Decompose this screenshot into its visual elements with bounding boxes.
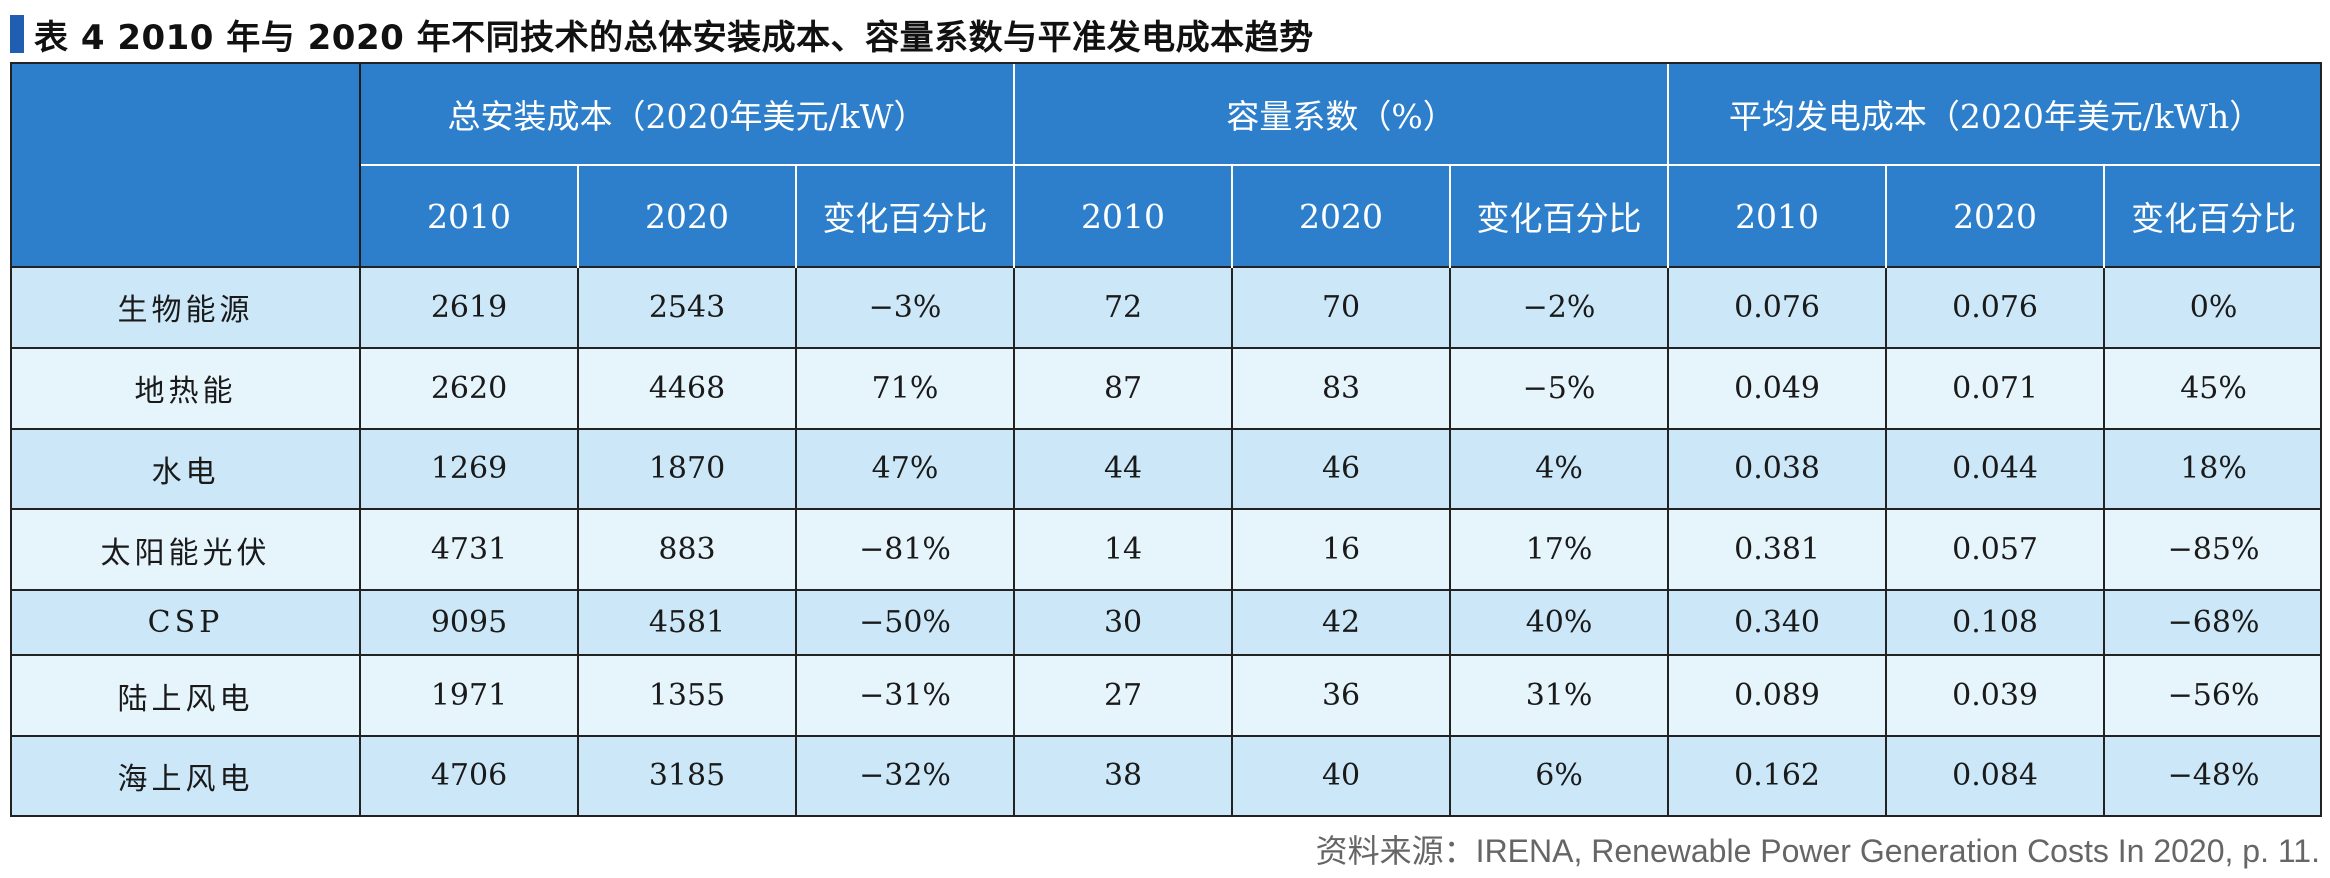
table-cell: 71% [796,346,1016,429]
table-cell: −81% [796,508,1016,591]
table-cell: 0.076 [1668,266,1888,348]
table-cell: −50% [796,589,1016,656]
table-cell: −32% [796,734,1016,815]
table-cell: 0.089 [1668,654,1888,736]
table-title: 表 4 2010 年与 2020 年不同技术的总体安装成本、容量系数与平准发电成… [34,17,1314,58]
table-cell: 14 [1014,508,1234,591]
row-label: CSP [12,589,361,656]
table-cell: 0.038 [1668,427,1888,510]
table-cell: −48% [2104,734,2320,815]
header-group-lcoe: 平均发电成本（2020年美元/kWh） [1668,64,2320,166]
table-row: CSP 9095 4581 −50% 30 42 40% 0.340 0.108 −68% [12,589,2320,656]
table-cell: 27 [1014,654,1234,736]
table-cell: 9095 [360,589,579,656]
table-cell: 0.039 [1886,654,2106,736]
table-cell: 0% [2104,266,2320,348]
table-cell: 16 [1232,508,1452,591]
table-cell: 4581 [578,589,797,656]
table-cell: 0.084 [1886,734,2106,815]
table-cell: 2620 [360,346,579,429]
table-cell: 2619 [360,266,579,348]
table-cell: 4468 [578,346,797,429]
table-cell: 40 [1232,734,1452,815]
table-cell: 36 [1232,654,1452,736]
table-cell: −31% [796,654,1016,736]
header-group-capacity-factor: 容量系数（%） [1014,64,1670,166]
row-label: 陆上风电 [12,654,361,736]
table-row: 海上风电 4706 3185 −32% 38 40 6% 0.162 0.084 −48% [12,734,2320,815]
table-row: 地热能 2620 4468 71% 87 83 −5% 0.049 0.071 45% [12,346,2320,429]
table-cell: 6% [1450,734,1670,815]
table-cell: 45% [2104,346,2320,429]
table-cell: 46 [1232,427,1452,510]
data-table: 总安装成本（2020年美元/kW） 容量系数（%） 平均发电成本（2020年美元… [12,64,2320,815]
table-cell: 1269 [360,427,579,510]
row-label: 生物能源 [12,266,361,348]
table-cell: 40% [1450,589,1670,656]
table-cell: 0.381 [1668,508,1888,591]
table-cell: 0.340 [1668,589,1888,656]
table-title-bar: 表 4 2010 年与 2020 年不同技术的总体安装成本、容量系数与平准发电成… [10,8,1314,60]
table-cell: 1870 [578,427,797,510]
table-cell: 44 [1014,427,1234,510]
table-cell: 42 [1232,589,1452,656]
subheader-cf-change: 变化百分比 [1450,165,1670,267]
table-cell: 87 [1014,346,1234,429]
row-label: 地热能 [12,346,361,429]
header-group-installed-cost: 总安装成本（2020年美元/kW） [360,64,1016,166]
table-row: 水电 1269 1870 47% 44 46 4% 0.038 0.044 18% [12,427,2320,510]
table-cell: 83 [1232,346,1452,429]
subheader-cost-2020: 2020 [578,165,797,267]
table-cell: 18% [2104,427,2320,510]
subheader-lcoe-2020: 2020 [1886,165,2106,267]
subheader-cf-2020: 2020 [1232,165,1452,267]
table-cell: 70 [1232,266,1452,348]
row-label: 海上风电 [12,734,361,815]
subheader-lcoe-2010: 2010 [1668,165,1888,267]
table-cell: 47% [796,427,1016,510]
table-cell: 0.044 [1886,427,2106,510]
table-body: 生物能源 2619 2543 −3% 72 70 −2% 0.076 0.076 0% 地热能 262… [12,266,2320,815]
data-table-container: 总安装成本（2020年美元/kW） 容量系数（%） 平均发电成本（2020年美元… [10,62,2322,817]
table-cell: 3185 [578,734,797,815]
header-corner-cell [12,64,361,267]
source-note: 资料来源：IRENA, Renewable Power Generation C… [1315,833,2320,869]
table-cell: 17% [1450,508,1670,591]
table-cell: 4731 [360,508,579,591]
table-row: 太阳能光伏 4731 883 −81% 14 16 17% 0.381 0.057 −85% [12,508,2320,591]
row-label: 水电 [12,427,361,510]
table-cell: −85% [2104,508,2320,591]
table-cell: 1971 [360,654,579,736]
row-label: 太阳能光伏 [12,508,361,591]
table-cell: 38 [1014,734,1234,815]
table-cell: 0.108 [1886,589,2106,656]
table-cell: 0.076 [1886,266,2106,348]
table-cell: −56% [2104,654,2320,736]
table-cell: 883 [578,508,797,591]
table-cell: 2543 [578,266,797,348]
table-cell: 0.049 [1668,346,1888,429]
table-cell: 30 [1014,589,1234,656]
table-cell: −5% [1450,346,1670,429]
table-row: 陆上风电 1971 1355 −31% 27 36 31% 0.089 0.039 −56% [12,654,2320,736]
table-cell: 31% [1450,654,1670,736]
table-cell: 72 [1014,266,1234,348]
subheader-cost-2010: 2010 [360,165,579,267]
table-cell: −3% [796,266,1016,348]
table-cell: 0.162 [1668,734,1888,815]
subheader-lcoe-change: 变化百分比 [2104,165,2320,267]
table-row: 生物能源 2619 2543 −3% 72 70 −2% 0.076 0.076 0% [12,266,2320,348]
subheader-cost-change: 变化百分比 [796,165,1016,267]
table-cell: 0.057 [1886,508,2106,591]
table-cell: −2% [1450,266,1670,348]
subheader-cf-2010: 2010 [1014,165,1234,267]
table-cell: 4706 [360,734,579,815]
table-cell: 0.071 [1886,346,2106,429]
table-cell: 1355 [578,654,797,736]
title-marker [10,15,24,53]
table-cell: 4% [1450,427,1670,510]
table-cell: −68% [2104,589,2320,656]
